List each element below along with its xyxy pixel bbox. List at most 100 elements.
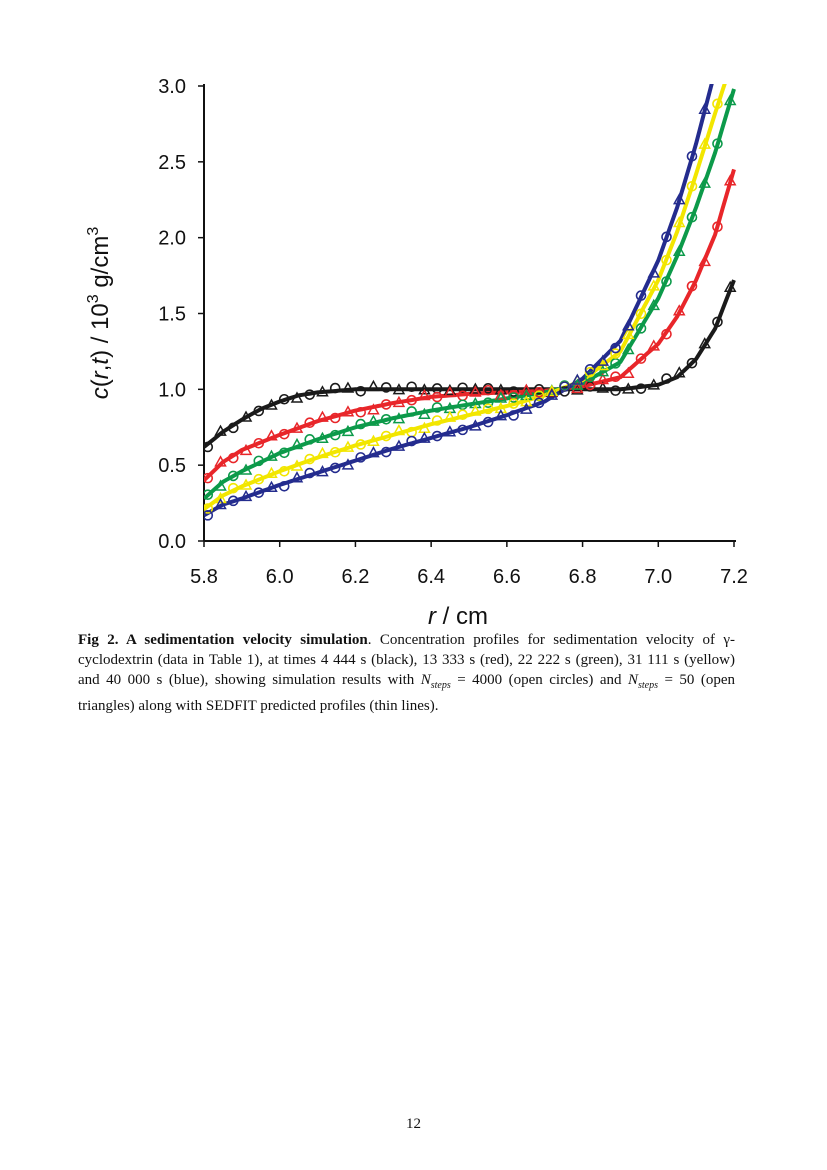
circle-marker: [278, 428, 290, 440]
triangle-marker: [367, 414, 380, 426]
y-tick-label: 0.5: [158, 455, 186, 477]
circle-marker: [406, 406, 417, 417]
circle-marker: [457, 409, 468, 421]
circle-marker: [431, 402, 443, 413]
circle-marker: [204, 441, 214, 453]
triangle-marker: [392, 395, 406, 408]
triangle-marker: [392, 439, 406, 451]
circle-marker: [610, 385, 621, 396]
triangle-marker: [265, 466, 278, 479]
triangle-marker: [698, 254, 712, 267]
chart-axes: 5.8 6.0 6.2 6.4 6.6 6.8 7.0 7.2 0.0 0.5 1.0 1.5 2.0 2…: [158, 76, 748, 588]
circle-marker: [204, 503, 214, 514]
triangle-marker: [290, 391, 304, 403]
circle-marker: [253, 473, 265, 485]
triangle-marker: [469, 419, 482, 431]
triangle-marker: [469, 404, 482, 416]
y-axis-title: c(r,t) / 103 g/cm3: [85, 227, 114, 400]
circle-marker: [635, 308, 647, 320]
triangle-marker: [596, 365, 610, 377]
circle-marker: [329, 446, 341, 458]
triangle-marker: [469, 385, 482, 397]
triangle-marker: [494, 388, 508, 400]
circle-marker: [278, 480, 290, 492]
series-line-2: [204, 88, 736, 501]
triangle-marker: [596, 372, 610, 385]
circle-marker: [533, 386, 545, 398]
caption-n-symbol-1: N: [420, 672, 431, 688]
triangle-marker: [698, 337, 712, 349]
series-markers-1: [204, 174, 737, 484]
circle-marker: [380, 382, 392, 393]
circle-marker: [431, 430, 443, 442]
x-tick-label: 6.4: [417, 566, 445, 588]
circle-marker: [635, 383, 647, 394]
triangle-marker: [265, 449, 278, 461]
triangle-marker: [392, 423, 406, 436]
circle-marker: [661, 254, 672, 266]
circle-marker: [253, 487, 265, 498]
triangle-marker: [316, 385, 329, 397]
triangle-marker: [622, 382, 635, 394]
circle-marker: [431, 391, 443, 403]
circle-marker: [253, 455, 265, 467]
circle-marker: [355, 452, 366, 463]
triangle-marker: [367, 379, 380, 392]
triangle-marker: [520, 383, 533, 395]
circle-marker: [661, 373, 672, 384]
triangle-marker: [698, 176, 712, 188]
circle-marker: [686, 150, 698, 162]
triangle-marker: [723, 174, 737, 186]
circle-marker: [355, 406, 366, 418]
circle-marker: [686, 211, 698, 223]
circle-marker: [380, 399, 392, 410]
circle-marker: [712, 316, 723, 328]
triangle-marker: [520, 388, 533, 401]
circle-marker: [508, 398, 519, 409]
triangle-marker: [647, 378, 661, 390]
triangle-marker: [698, 137, 712, 149]
circle-marker: [610, 348, 621, 359]
triangle-marker: [341, 405, 355, 417]
triangle-marker: [545, 388, 559, 400]
triangle-marker: [316, 465, 329, 477]
triangle-marker: [647, 339, 661, 351]
triangle-marker: [265, 480, 278, 493]
circle-marker: [508, 410, 519, 421]
triangle-marker: [290, 421, 304, 433]
triangle-marker: [265, 429, 278, 441]
circle-marker: [227, 422, 239, 434]
triangle-marker: [239, 410, 253, 422]
triangle-marker: [443, 385, 457, 398]
triangle-marker: [698, 102, 712, 115]
triangle-marker: [239, 489, 253, 502]
triangle-marker: [571, 373, 584, 385]
triangle-marker: [494, 409, 508, 421]
series-markers-0: [204, 280, 737, 453]
circle-marker: [227, 495, 239, 507]
circle-marker: [329, 429, 341, 441]
x-tick-label: 6.8: [569, 566, 597, 588]
circle-marker: [482, 397, 494, 409]
x-axis-title: r / cm: [428, 603, 488, 630]
y-tick-label: 1.0: [158, 379, 186, 401]
circle-marker: [661, 231, 672, 243]
circle-marker: [508, 386, 519, 397]
series-markers-4: [204, 102, 712, 521]
circle-marker: [712, 98, 723, 110]
triangle-marker: [622, 366, 635, 378]
circle-marker: [482, 384, 494, 396]
page-number: 12: [406, 1116, 421, 1132]
triangle-marker: [622, 327, 635, 340]
triangle-marker: [239, 478, 253, 490]
triangle-marker: [367, 403, 380, 415]
circle-marker: [355, 418, 366, 430]
triangle-marker: [418, 388, 431, 401]
triangle-marker: [469, 397, 482, 409]
circle-marker: [533, 397, 545, 409]
circle-marker: [278, 447, 290, 459]
triangle-marker: [316, 431, 329, 444]
series-thin-line-1: [204, 169, 735, 481]
circle-marker: [380, 446, 392, 458]
circle-marker: [584, 363, 596, 375]
